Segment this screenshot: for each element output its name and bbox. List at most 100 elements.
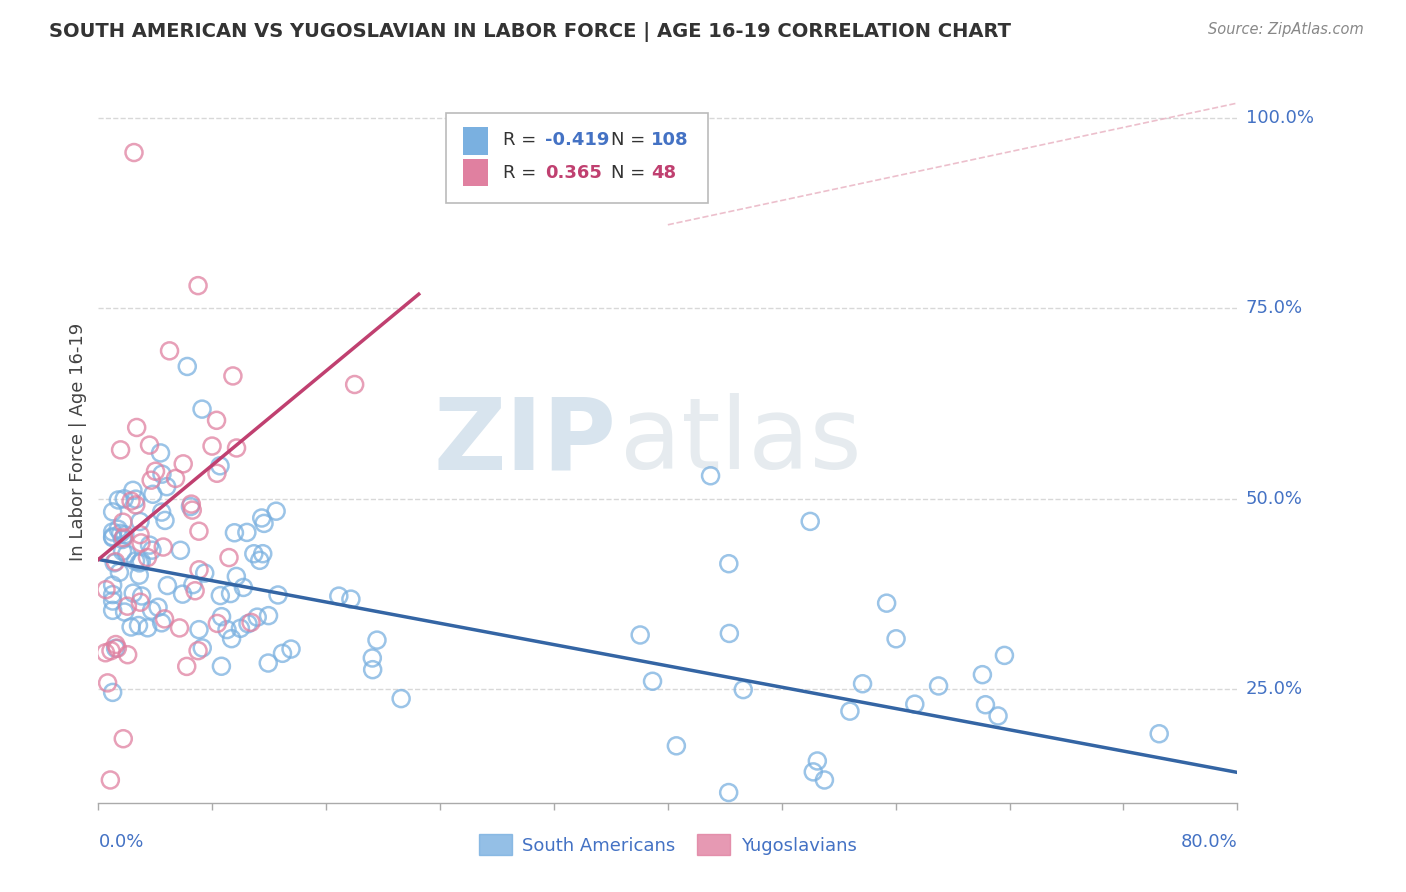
Point — [194, 566, 217, 580]
Point — [240, 615, 263, 630]
Point — [179, 500, 201, 514]
Point — [799, 515, 821, 529]
Text: R =: R = — [503, 131, 536, 149]
Point — [153, 612, 176, 626]
Point — [208, 458, 231, 473]
Point — [191, 640, 214, 655]
Point — [219, 586, 242, 600]
Point — [128, 618, 150, 632]
Point — [264, 504, 287, 518]
Point — [733, 682, 755, 697]
Point — [993, 648, 1015, 663]
Point — [236, 525, 259, 540]
Point — [111, 533, 134, 547]
Point — [665, 739, 688, 753]
Text: Source: ZipAtlas.com: Source: ZipAtlas.com — [1208, 22, 1364, 37]
Point — [328, 589, 350, 603]
Text: ZIP: ZIP — [433, 393, 617, 490]
Point — [101, 531, 124, 545]
Point — [141, 603, 163, 617]
Point — [389, 691, 412, 706]
Point — [105, 641, 128, 656]
Point — [222, 368, 245, 383]
Point — [184, 583, 207, 598]
Point — [150, 467, 173, 482]
Text: 0.0%: 0.0% — [98, 833, 143, 851]
Point — [107, 493, 129, 508]
Point — [188, 563, 211, 577]
Point — [176, 659, 198, 673]
Text: 80.0%: 80.0% — [1181, 833, 1237, 851]
Point — [94, 646, 117, 660]
Point — [101, 594, 124, 608]
Point — [257, 608, 280, 623]
Text: -0.419: -0.419 — [546, 131, 609, 149]
Point — [172, 457, 194, 471]
Point — [150, 615, 173, 630]
Point — [125, 492, 148, 507]
Point — [149, 446, 172, 460]
Point — [221, 632, 243, 646]
Point — [1147, 727, 1170, 741]
Point — [129, 536, 152, 550]
Point — [218, 550, 240, 565]
Text: 75.0%: 75.0% — [1246, 300, 1303, 318]
Y-axis label: In Labor Force | Age 16-19: In Labor Force | Age 16-19 — [69, 322, 87, 561]
Point — [101, 505, 124, 519]
Point — [120, 494, 142, 508]
Point — [806, 754, 828, 768]
Point — [249, 553, 271, 567]
Point — [641, 674, 664, 689]
Point — [136, 550, 159, 565]
Point — [187, 278, 209, 293]
Point — [112, 531, 135, 545]
Point — [120, 620, 142, 634]
Point — [165, 471, 187, 485]
Point — [188, 623, 211, 637]
Point — [156, 578, 179, 592]
Point — [156, 480, 179, 494]
Legend: South Americans, Yugoslavians: South Americans, Yugoslavians — [472, 827, 863, 863]
Point — [100, 644, 122, 658]
Point — [718, 626, 741, 640]
Point — [136, 621, 159, 635]
Point — [101, 588, 124, 602]
Point — [150, 505, 173, 519]
Point — [838, 704, 860, 718]
Point — [176, 359, 198, 374]
Point — [111, 544, 134, 558]
Point — [209, 659, 232, 673]
Point — [101, 530, 124, 544]
Point — [366, 633, 388, 648]
Point — [253, 516, 276, 531]
Point — [180, 497, 202, 511]
Point — [128, 568, 150, 582]
Point — [271, 646, 294, 660]
Point — [181, 503, 204, 517]
Point — [232, 581, 254, 595]
Point — [246, 610, 269, 624]
Point — [117, 648, 139, 662]
Point — [111, 515, 134, 529]
Point — [104, 641, 127, 656]
Point — [205, 413, 228, 427]
Text: atlas: atlas — [620, 393, 862, 490]
Text: R =: R = — [503, 164, 536, 183]
Point — [343, 377, 366, 392]
Point — [101, 578, 124, 592]
Text: 25.0%: 25.0% — [1246, 680, 1303, 698]
Point — [209, 589, 232, 603]
Point — [103, 556, 125, 570]
Point — [101, 524, 124, 539]
Point — [141, 543, 163, 558]
Point — [101, 685, 124, 699]
Point — [169, 543, 191, 558]
Point — [114, 605, 136, 619]
Point — [181, 577, 204, 591]
Point — [107, 522, 129, 536]
Point — [122, 483, 145, 498]
Point — [225, 569, 247, 583]
Text: 48: 48 — [651, 164, 676, 183]
Point — [699, 468, 721, 483]
Point — [187, 524, 209, 539]
